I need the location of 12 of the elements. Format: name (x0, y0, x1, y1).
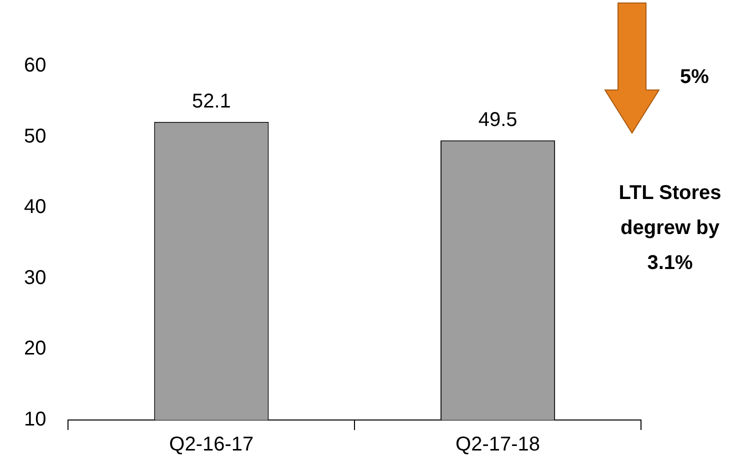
y-tick-label: 30 (24, 266, 46, 289)
y-tick-label: 50 (24, 125, 46, 148)
text: 5% (680, 66, 709, 89)
y-tick-label: 20 (24, 338, 46, 360)
y-tick-label: 60 (24, 54, 46, 77)
data-label: 52.1 (192, 90, 231, 112)
y-tick-label: 40 (24, 196, 46, 218)
annotation: LTL Stores degrew by 3.1% (618, 181, 722, 276)
x-tick-label: Q2-17-18 (456, 434, 540, 456)
x-tick-label: Q2-16-17 (169, 434, 254, 456)
y-tick-label: 10 (24, 408, 46, 431)
data-label: 49.5 (478, 108, 518, 131)
